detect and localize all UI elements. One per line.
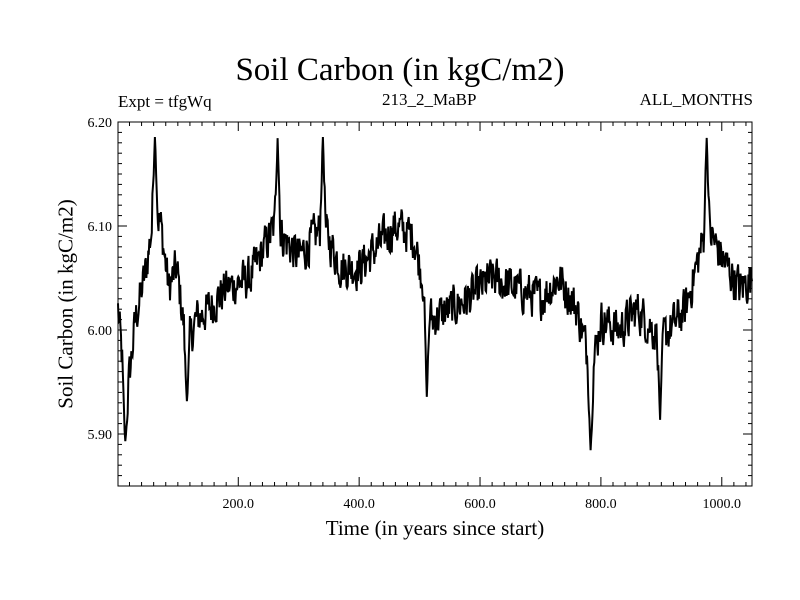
y-tick-label: 6.20 xyxy=(88,116,113,131)
chart-title: Soil Carbon (in kgC/m2) xyxy=(235,52,565,88)
series-line-soil-carbon xyxy=(117,136,753,451)
x-tick-label: 800.0 xyxy=(585,497,617,512)
y-tick-label: 6.10 xyxy=(88,220,113,235)
series-layer xyxy=(117,136,753,451)
x-tick-label: 400.0 xyxy=(343,497,375,512)
months-label: ALL_MONTHS xyxy=(639,90,753,109)
x-tick-label: 1000.0 xyxy=(703,497,742,512)
x-axis-label: Time (in years since start) xyxy=(325,516,545,540)
x-tick-label: 200.0 xyxy=(223,497,255,512)
axis-ticks: 200.0 400.0 600.0 800.0 1000.0 5.90 6.00 6.10 6.… xyxy=(88,116,752,512)
period-label: 213_2_MaBP xyxy=(382,90,477,109)
x-tick-label: 600.0 xyxy=(464,497,496,512)
y-tick-label: 6.00 xyxy=(88,324,113,339)
experiment-label: Expt = tfgWq xyxy=(118,92,212,111)
y-tick-label: 5.90 xyxy=(88,428,113,443)
